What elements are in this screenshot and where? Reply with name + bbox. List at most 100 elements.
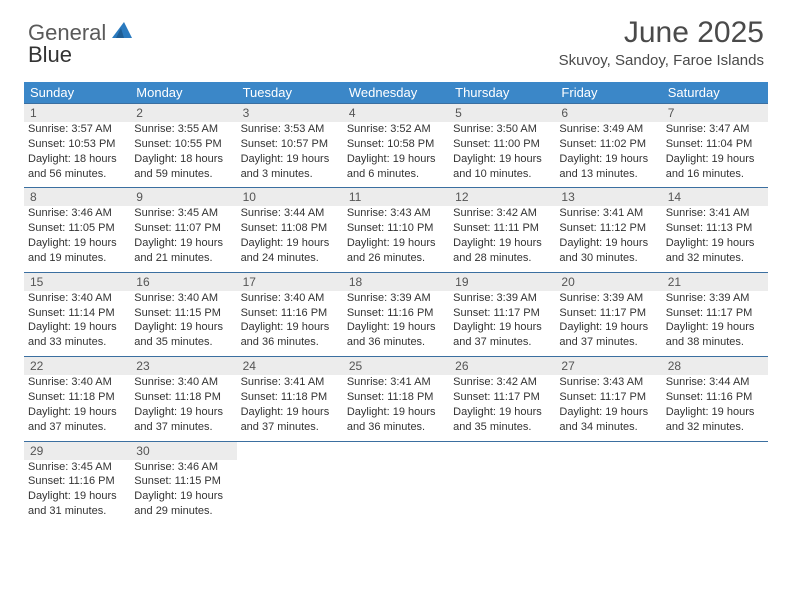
daylight-text: and 29 minutes. <box>134 504 232 519</box>
sunrise-text: Sunrise: 3:46 AM <box>134 460 232 475</box>
daylight-text: Daylight: 19 hours <box>347 320 445 335</box>
day-number: 29 <box>24 442 130 460</box>
day-number: 16 <box>130 273 236 291</box>
day-number: 19 <box>449 273 555 291</box>
day-number: 17 <box>237 273 343 291</box>
sunset-text: Sunset: 11:17 PM <box>559 390 657 405</box>
daylight-text: Daylight: 19 hours <box>453 405 551 420</box>
day-number <box>555 442 661 460</box>
sunset-text: Sunset: 11:04 PM <box>666 137 764 152</box>
day-cell: Sunrise: 3:40 AMSunset: 11:18 PMDaylight… <box>24 375 130 440</box>
daylight-text: Daylight: 19 hours <box>28 236 126 251</box>
sunset-text: Sunset: 11:18 PM <box>241 390 339 405</box>
daylight-text: Daylight: 19 hours <box>347 152 445 167</box>
sunrise-text: Sunrise: 3:41 AM <box>241 375 339 390</box>
sunrise-text: Sunrise: 3:46 AM <box>28 206 126 221</box>
day-number: 26 <box>449 357 555 375</box>
daylight-text: Daylight: 19 hours <box>28 405 126 420</box>
day-cell: Sunrise: 3:39 AMSunset: 11:16 PMDaylight… <box>343 291 449 356</box>
daylight-text: and 35 minutes. <box>134 335 232 350</box>
page-title: June 2025 <box>559 16 764 50</box>
day-cell: Sunrise: 3:57 AMSunset: 10:53 PMDaylight… <box>24 122 130 187</box>
day-cell <box>662 460 768 525</box>
day-number: 3 <box>237 104 343 122</box>
day-cell <box>343 460 449 525</box>
sunset-text: Sunset: 10:58 PM <box>347 137 445 152</box>
sunset-text: Sunset: 11:16 PM <box>347 306 445 321</box>
daylight-text: and 13 minutes. <box>559 167 657 182</box>
sunset-text: Sunset: 11:14 PM <box>28 306 126 321</box>
daylight-text: and 37 minutes. <box>28 420 126 435</box>
day-number: 25 <box>343 357 449 375</box>
day-header-cell: Saturday <box>662 82 768 103</box>
sunrise-text: Sunrise: 3:49 AM <box>559 122 657 137</box>
sunset-text: Sunset: 11:10 PM <box>347 221 445 236</box>
daylight-text: and 36 minutes. <box>241 335 339 350</box>
sunset-text: Sunset: 11:00 PM <box>453 137 551 152</box>
day-cell: Sunrise: 3:41 AMSunset: 11:18 PMDaylight… <box>237 375 343 440</box>
daynum-row: 1234567 <box>24 103 768 122</box>
sunset-text: Sunset: 11:02 PM <box>559 137 657 152</box>
sunrise-text: Sunrise: 3:43 AM <box>559 375 657 390</box>
sunset-text: Sunset: 11:08 PM <box>241 221 339 236</box>
day-cell: Sunrise: 3:44 AMSunset: 11:08 PMDaylight… <box>237 206 343 271</box>
daylight-text: and 36 minutes. <box>347 335 445 350</box>
day-cell: Sunrise: 3:49 AMSunset: 11:02 PMDaylight… <box>555 122 661 187</box>
daylight-text: and 16 minutes. <box>666 167 764 182</box>
sunset-text: Sunset: 11:11 PM <box>453 221 551 236</box>
day-cell: Sunrise: 3:41 AMSunset: 11:18 PMDaylight… <box>343 375 449 440</box>
daylight-text: Daylight: 19 hours <box>28 320 126 335</box>
day-number: 24 <box>237 357 343 375</box>
day-cell: Sunrise: 3:44 AMSunset: 11:16 PMDaylight… <box>662 375 768 440</box>
daylight-text: and 35 minutes. <box>453 420 551 435</box>
week-row: Sunrise: 3:57 AMSunset: 10:53 PMDaylight… <box>24 122 768 187</box>
daylight-text: and 3 minutes. <box>241 167 339 182</box>
daylight-text: and 30 minutes. <box>559 251 657 266</box>
day-cell: Sunrise: 3:47 AMSunset: 11:04 PMDaylight… <box>662 122 768 187</box>
day-cell: Sunrise: 3:46 AMSunset: 11:15 PMDaylight… <box>130 460 236 525</box>
daylight-text: and 59 minutes. <box>134 167 232 182</box>
sunrise-text: Sunrise: 3:50 AM <box>453 122 551 137</box>
daylight-text: and 19 minutes. <box>28 251 126 266</box>
day-number <box>237 442 343 460</box>
sunset-text: Sunset: 11:17 PM <box>666 306 764 321</box>
day-cell <box>449 460 555 525</box>
sunrise-text: Sunrise: 3:41 AM <box>559 206 657 221</box>
day-number: 18 <box>343 273 449 291</box>
daylight-text: and 31 minutes. <box>28 504 126 519</box>
day-cell: Sunrise: 3:40 AMSunset: 11:16 PMDaylight… <box>237 291 343 356</box>
daylight-text: Daylight: 18 hours <box>28 152 126 167</box>
daylight-text: Daylight: 19 hours <box>666 236 764 251</box>
day-header-cell: Thursday <box>449 82 555 103</box>
logo-text-2: Blue <box>28 42 72 67</box>
daylight-text: and 56 minutes. <box>28 167 126 182</box>
day-number: 11 <box>343 188 449 206</box>
daylight-text: Daylight: 19 hours <box>134 405 232 420</box>
day-number: 5 <box>449 104 555 122</box>
day-cell: Sunrise: 3:42 AMSunset: 11:11 PMDaylight… <box>449 206 555 271</box>
sunrise-text: Sunrise: 3:40 AM <box>241 291 339 306</box>
sunset-text: Sunset: 11:16 PM <box>666 390 764 405</box>
sunset-text: Sunset: 11:17 PM <box>453 306 551 321</box>
day-number <box>343 442 449 460</box>
day-number: 8 <box>24 188 130 206</box>
daynum-row: 2930 <box>24 441 768 460</box>
daylight-text: Daylight: 19 hours <box>559 152 657 167</box>
day-number: 23 <box>130 357 236 375</box>
day-number: 21 <box>662 273 768 291</box>
day-cell: Sunrise: 3:43 AMSunset: 11:17 PMDaylight… <box>555 375 661 440</box>
daynum-row: 22232425262728 <box>24 356 768 375</box>
day-cell: Sunrise: 3:42 AMSunset: 11:17 PMDaylight… <box>449 375 555 440</box>
sunset-text: Sunset: 11:18 PM <box>134 390 232 405</box>
sunrise-text: Sunrise: 3:39 AM <box>453 291 551 306</box>
daylight-text: and 24 minutes. <box>241 251 339 266</box>
week-row: Sunrise: 3:46 AMSunset: 11:05 PMDaylight… <box>24 206 768 271</box>
daylight-text: and 28 minutes. <box>453 251 551 266</box>
day-number: 12 <box>449 188 555 206</box>
sunrise-text: Sunrise: 3:40 AM <box>28 291 126 306</box>
sunrise-text: Sunrise: 3:39 AM <box>666 291 764 306</box>
sunrise-text: Sunrise: 3:40 AM <box>28 375 126 390</box>
day-cell: Sunrise: 3:50 AMSunset: 11:00 PMDaylight… <box>449 122 555 187</box>
day-cell: Sunrise: 3:53 AMSunset: 10:57 PMDaylight… <box>237 122 343 187</box>
daylight-text: Daylight: 19 hours <box>347 405 445 420</box>
